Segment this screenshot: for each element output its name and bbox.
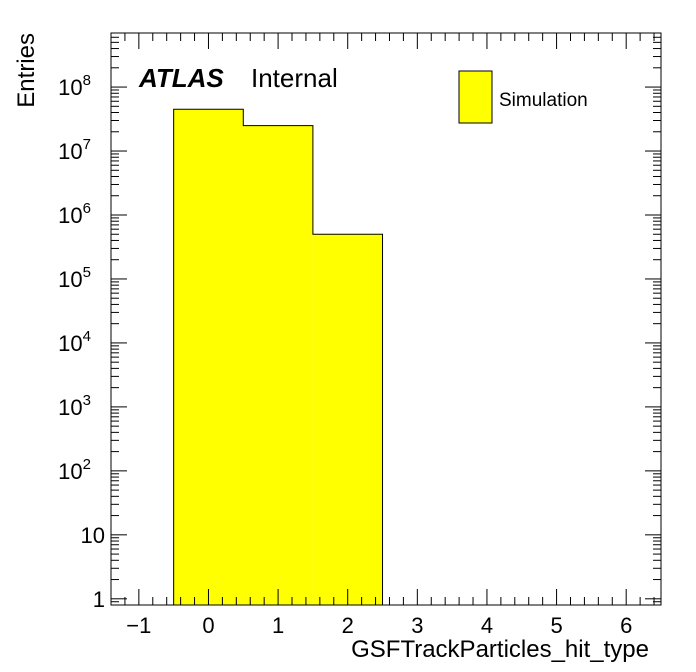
x-tick-label: 4 (481, 613, 493, 638)
x-tick-label: 5 (550, 613, 562, 638)
legend-swatch (458, 70, 493, 124)
axis-ticks (111, 32, 661, 606)
legend: Simulation (458, 70, 588, 124)
atlas-tag: ATLAS (138, 63, 224, 93)
histogram-bin-0 (173, 109, 244, 605)
x-tick-label: −1 (126, 613, 151, 638)
y-tick-label: 10 (81, 523, 105, 548)
y-tick-label: 105 (58, 264, 91, 292)
y-tick-label: 107 (58, 136, 91, 164)
histogram-outline (173, 108, 384, 605)
legend-label: Simulation (499, 90, 588, 111)
histogram-bin-1 (243, 125, 313, 606)
x-tick-label: 2 (342, 613, 354, 638)
atlas-status: Internal (251, 63, 338, 93)
y-tick-label: 108 (58, 72, 91, 100)
histogram-bin-2 (312, 234, 383, 606)
y-axis-title: Entries (13, 33, 40, 108)
atlas-label: ATLAS Internal (138, 63, 338, 93)
y-tick-label: 106 (58, 200, 91, 228)
x-tick-labels: −1 0 1 2 3 4 5 6 (126, 613, 632, 638)
y-tick-label: 1 (93, 587, 105, 612)
x-tick-label: 0 (202, 613, 214, 638)
x-tick-label: 3 (411, 613, 423, 638)
y-tick-labels: 1 10 102 103 104 105 106 107 108 (58, 72, 105, 612)
histogram-bars (173, 108, 384, 606)
plot-frame (110, 32, 662, 606)
y-tick-label: 102 (58, 456, 91, 484)
y-tick-label: 104 (58, 328, 91, 356)
x-axis-title: GSFTrackParticles_hit_type (351, 636, 649, 663)
x-tick-label: 1 (272, 613, 284, 638)
y-tick-label: 103 (58, 392, 91, 420)
x-tick-label: 6 (620, 613, 632, 638)
